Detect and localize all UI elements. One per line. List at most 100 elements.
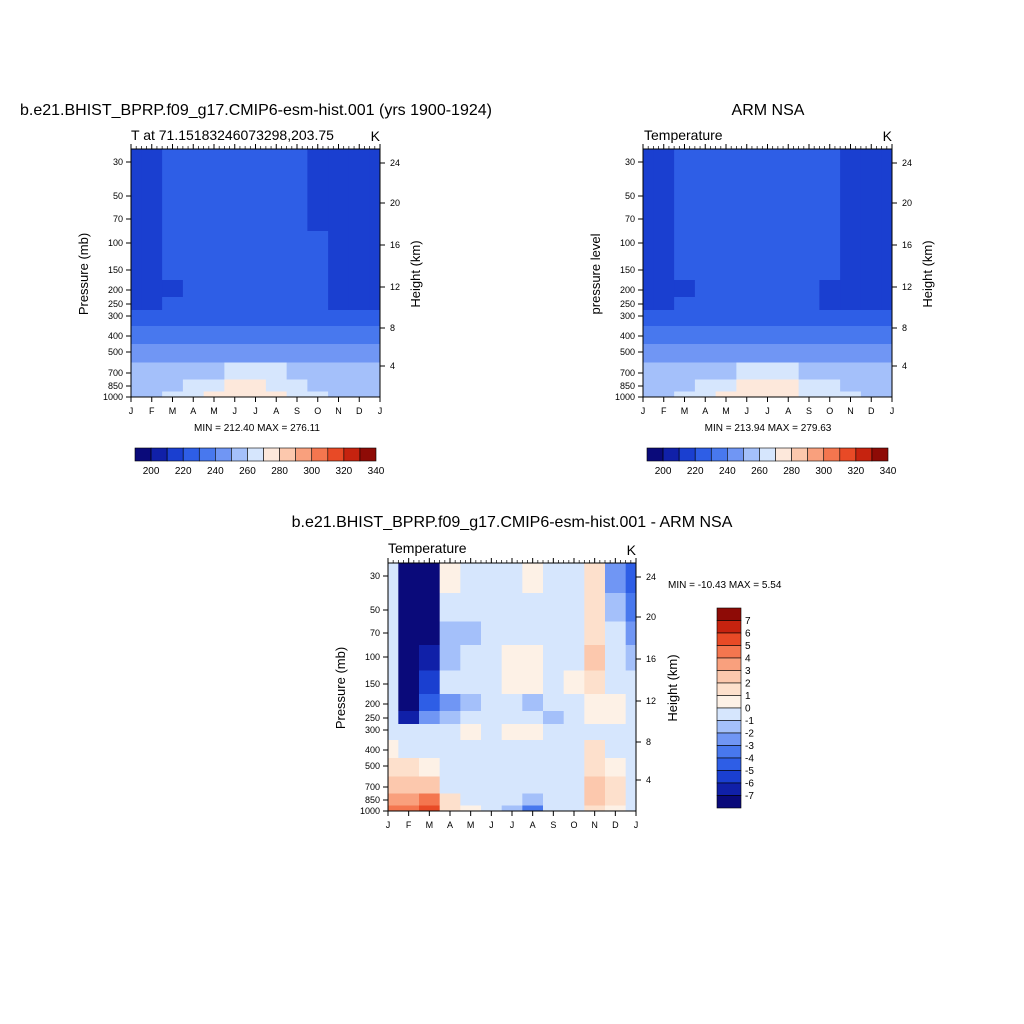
colorbar-box xyxy=(231,447,248,462)
colorbar: 200 220 240 260 280 300 320 340 xyxy=(134,447,385,477)
x-tick-label: J xyxy=(489,820,494,830)
contour-cell xyxy=(881,362,893,380)
contour-cell xyxy=(819,344,841,363)
y-tick-label: 70 xyxy=(370,628,380,638)
contour-cell xyxy=(715,344,737,363)
contour-cell xyxy=(245,256,267,281)
contour-cell xyxy=(757,207,779,232)
contour-cell xyxy=(881,256,893,281)
y-tick-label: 700 xyxy=(365,782,380,792)
contour-cell xyxy=(674,310,696,327)
contour-cell xyxy=(819,280,841,298)
contour-cell xyxy=(522,563,544,594)
colorbar-box xyxy=(295,447,313,462)
contour-cell xyxy=(481,694,503,712)
contour-cell xyxy=(674,379,696,392)
contour-cell xyxy=(328,391,350,398)
contour-cell xyxy=(398,776,420,794)
contour-cell xyxy=(419,645,441,671)
colorbar-label: 220 xyxy=(175,466,192,477)
contour-cell xyxy=(798,362,820,380)
y-tick-label: 100 xyxy=(108,238,123,248)
contour-cell xyxy=(481,776,503,794)
contour-cell xyxy=(481,740,503,759)
contour-cell xyxy=(522,793,544,806)
y-tick-label: 700 xyxy=(108,368,123,378)
contour-cell xyxy=(245,362,267,380)
contour-cell xyxy=(625,740,637,759)
contour-cell xyxy=(543,694,565,712)
contour-cell xyxy=(439,805,461,812)
colorbar-label: 280 xyxy=(271,466,288,477)
contour-cell xyxy=(419,776,441,794)
contour-cell xyxy=(224,256,246,281)
contour-cell xyxy=(265,149,288,180)
contour-cell xyxy=(605,740,627,759)
contour-cell xyxy=(224,207,246,232)
colorbar-box xyxy=(716,695,742,709)
colorbar-label: -3 xyxy=(745,741,754,752)
contour-cell xyxy=(203,149,225,180)
contour-cell xyxy=(369,310,381,327)
contour-cell xyxy=(777,179,800,208)
colorbar-box xyxy=(759,447,776,462)
contour-cell xyxy=(182,310,205,327)
contour-cell xyxy=(398,621,420,646)
height-tick-label: 8 xyxy=(902,323,907,333)
contour-cell xyxy=(245,391,267,398)
x-tick-label: D xyxy=(356,406,363,416)
contour-cell xyxy=(460,758,482,777)
contour-cell xyxy=(245,326,267,345)
contour-cell xyxy=(522,670,544,695)
height-tick-label: 20 xyxy=(902,198,912,208)
contour-cell xyxy=(328,149,350,180)
colorbar-box xyxy=(263,447,280,462)
contour-cell xyxy=(819,326,841,345)
contour-plot: J F M A M J J A S O N D J 30 50 70 100 150 200 250 300 400 500… xyxy=(103,144,400,416)
contour-cell xyxy=(605,724,627,741)
x-tick-label: F xyxy=(149,406,155,416)
contour-cell xyxy=(584,793,606,806)
y-tick-label: 150 xyxy=(365,679,380,689)
contour-cell xyxy=(369,379,381,392)
contour-cell xyxy=(131,207,142,232)
contour-cell xyxy=(605,793,627,806)
colorbar-box xyxy=(182,447,200,462)
contour-cell xyxy=(694,256,717,281)
contour-cell xyxy=(245,310,267,327)
contour-cell xyxy=(860,280,883,298)
contour-cell xyxy=(605,593,627,622)
contour-cell xyxy=(881,326,893,345)
contour-cell xyxy=(398,711,420,725)
contour-cell xyxy=(694,149,717,180)
contour-cell xyxy=(563,563,585,594)
contour-cell xyxy=(162,326,184,345)
contour-cell xyxy=(460,740,482,759)
contour-cell xyxy=(131,179,142,208)
height-tick-label: 12 xyxy=(390,282,400,292)
colorbar-box xyxy=(327,447,345,462)
contour-cell xyxy=(674,297,696,311)
contour-cell xyxy=(131,256,142,281)
contour-cell xyxy=(182,231,205,257)
contour-cell xyxy=(203,391,225,398)
x-tick-label: A xyxy=(190,406,196,416)
colorbar-label: -1 xyxy=(745,716,754,727)
contour-cell xyxy=(388,694,399,712)
contour-cell xyxy=(388,740,399,759)
contour-cell xyxy=(265,231,288,257)
x-tick-label: N xyxy=(335,406,342,416)
y-tick-label: 850 xyxy=(620,381,635,391)
contour-cell xyxy=(141,310,163,327)
contour-cell xyxy=(265,179,288,208)
contour-cell xyxy=(286,310,308,327)
contour-cell xyxy=(328,362,350,380)
contour-cell xyxy=(265,362,288,380)
contour-cell xyxy=(819,391,841,398)
contour-cell xyxy=(736,207,758,232)
contour-cell xyxy=(860,310,883,327)
contour-cell xyxy=(777,149,800,180)
height-tick-label: 4 xyxy=(646,775,651,785)
x-tick-label: A xyxy=(785,406,791,416)
